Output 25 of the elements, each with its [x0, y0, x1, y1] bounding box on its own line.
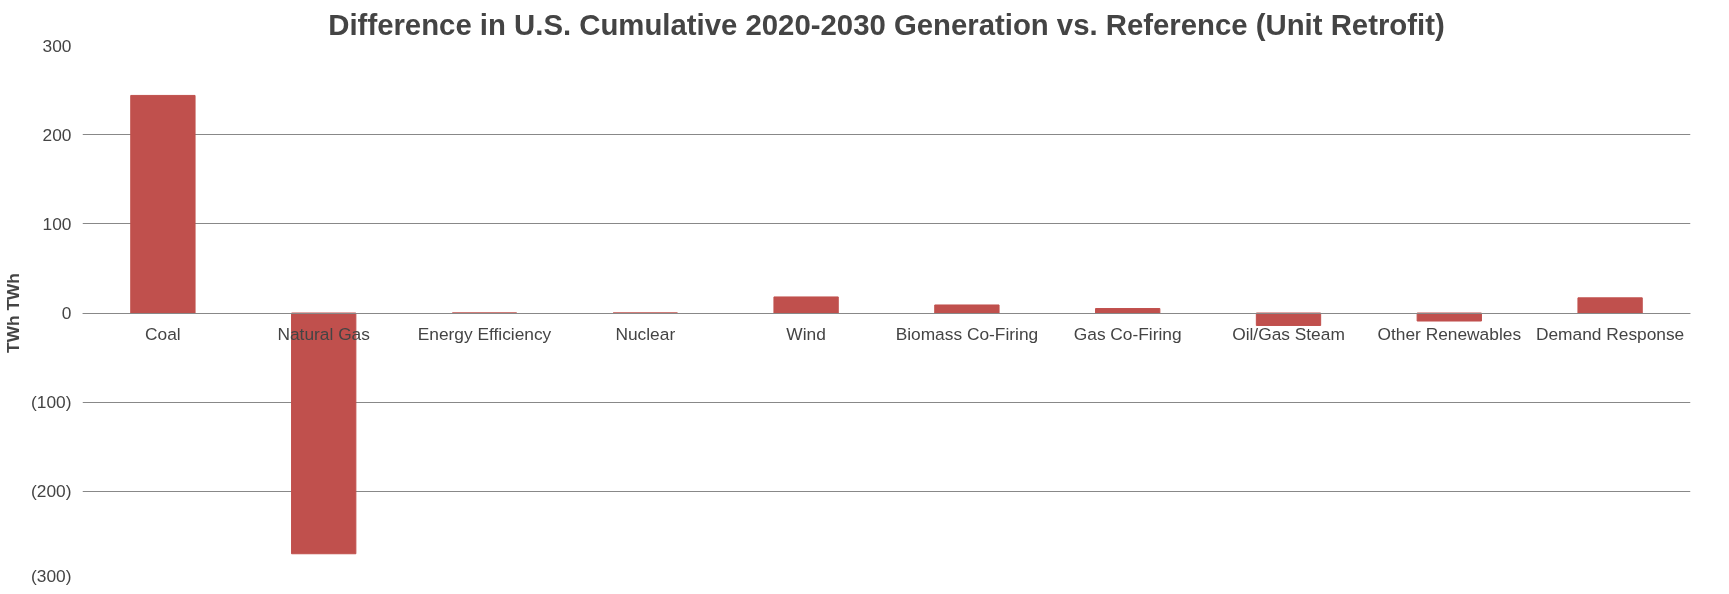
x-tick-label: Energy Efficiency [417, 324, 552, 344]
y-tick-label: 300 [42, 35, 72, 56]
x-tick-label: Biomass Co-Firing [895, 324, 1039, 344]
bar [934, 304, 1000, 314]
bar [130, 94, 196, 314]
y-tick-label: (300) [31, 565, 72, 586]
y-tick-label: 100 [42, 213, 72, 234]
y-tick-label: 200 [42, 124, 72, 145]
bar [1577, 297, 1643, 314]
bar [1255, 312, 1322, 326]
x-tick-label: Other Renewables [1377, 324, 1522, 344]
x-tick-label: Wind [786, 324, 826, 344]
x-tick-label: Gas Co-Firing [1073, 324, 1182, 344]
bar [1416, 312, 1482, 322]
bar [1095, 308, 1161, 314]
x-tick-label: Demand Response [1535, 324, 1685, 344]
bar [773, 296, 839, 314]
y-tick-label: (100) [31, 392, 72, 413]
chart-title: Difference in U.S. Cumulative 2020-2030 Generation vs. Reference (Unit Retrofit) [328, 7, 1445, 41]
x-tick-label: Nuclear [615, 324, 676, 344]
x-tick-label: Coal [145, 324, 181, 344]
y-axis-title: TWh TWh [3, 273, 24, 353]
y-tick-label: (200) [31, 481, 72, 502]
x-tick-label: Oil/Gas Steam [1232, 324, 1345, 344]
y-tick-label: 0 [61, 303, 72, 323]
